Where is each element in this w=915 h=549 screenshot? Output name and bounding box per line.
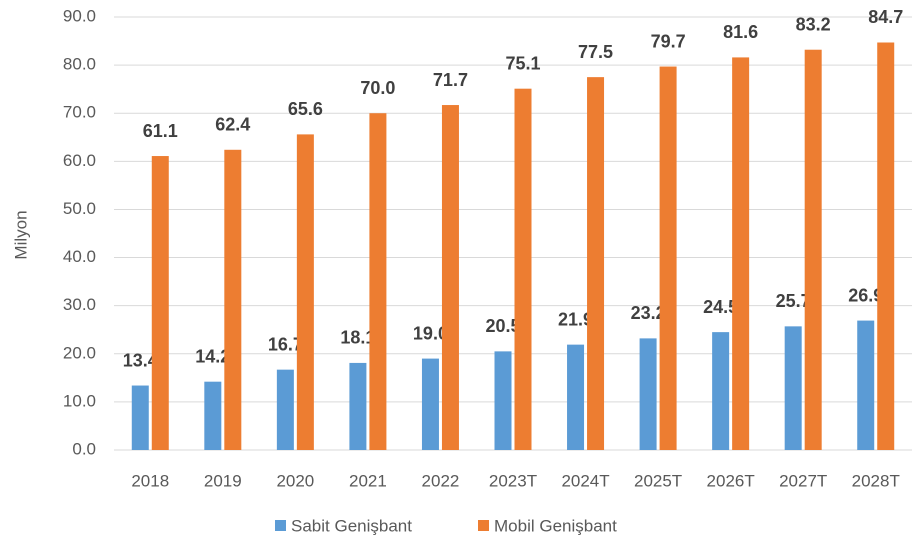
bar (514, 88, 532, 451)
data-label: 79.7 (651, 31, 686, 51)
y-tick-label: 60.0 (63, 151, 96, 170)
data-label: 21.9 (558, 309, 593, 329)
bar (732, 57, 750, 451)
data-label: 19.0 (413, 323, 448, 343)
y-tick-label: 10.0 (63, 391, 96, 410)
x-tick-label: 2027T (779, 471, 827, 490)
bar (204, 381, 222, 450)
y-tick-label: 0.0 (72, 439, 96, 458)
data-label: 70.0 (360, 78, 395, 98)
data-label: 14.2 (195, 346, 230, 366)
bar (857, 320, 875, 450)
data-label: 18.1 (340, 328, 375, 348)
bar (296, 134, 314, 450)
data-label: 65.6 (288, 99, 323, 119)
bar (276, 369, 294, 450)
bar (659, 66, 677, 450)
legend-swatch (275, 520, 286, 531)
x-tick-label: 2019 (204, 471, 242, 490)
bar (151, 156, 169, 450)
data-label: 13.4 (123, 350, 158, 370)
bar (712, 332, 730, 450)
bar (494, 351, 512, 450)
data-label: 62.4 (215, 115, 250, 135)
x-tick-label: 2026T (707, 471, 755, 490)
data-label: 83.2 (796, 14, 831, 34)
data-label: 16.7 (268, 334, 303, 354)
bar (587, 77, 605, 450)
y-tick-label: 40.0 (63, 247, 96, 266)
data-label: 20.5 (485, 316, 520, 336)
data-label: 25.7 (776, 291, 811, 311)
bar (441, 105, 459, 450)
y-tick-label: 70.0 (63, 103, 96, 122)
x-tick-label: 2028T (852, 471, 900, 490)
bar (349, 362, 367, 450)
x-tick-label: 2024T (561, 471, 609, 490)
y-axis-label: Milyon (11, 210, 30, 259)
y-tick-label: 90.0 (63, 6, 96, 25)
legend-label: Mobil Genişbant (494, 516, 617, 535)
data-label: 75.1 (505, 53, 540, 73)
x-tick-label: 2020 (276, 471, 314, 490)
y-tick-label: 30.0 (63, 295, 96, 314)
bar (224, 149, 242, 450)
x-tick-label: 2021 (349, 471, 387, 490)
x-tick-label: 2023T (489, 471, 537, 490)
y-tick-label: 20.0 (63, 343, 96, 362)
y-tick-label: 50.0 (63, 199, 96, 218)
data-label: 24.5 (703, 297, 738, 317)
bar (131, 385, 149, 450)
bar (877, 42, 895, 450)
data-label: 26.9 (848, 285, 883, 305)
legend-swatch (478, 520, 489, 531)
bar (784, 326, 802, 450)
bar (567, 344, 585, 450)
x-tick-label: 2025T (634, 471, 682, 490)
data-label: 23.2 (631, 303, 666, 323)
bar (639, 338, 657, 450)
data-label: 61.1 (143, 121, 178, 141)
legend-label: Sabit Genişbant (291, 516, 412, 535)
data-label: 71.7 (433, 70, 468, 90)
bar (421, 358, 439, 450)
bar (369, 113, 387, 450)
bar (804, 49, 822, 451)
data-label: 81.6 (723, 22, 758, 42)
y-tick-label: 80.0 (63, 55, 96, 74)
x-tick-label: 2022 (422, 471, 460, 490)
data-label: 77.5 (578, 42, 613, 62)
x-tick-label: 2018 (131, 471, 169, 490)
data-label: 84.7 (868, 7, 903, 27)
